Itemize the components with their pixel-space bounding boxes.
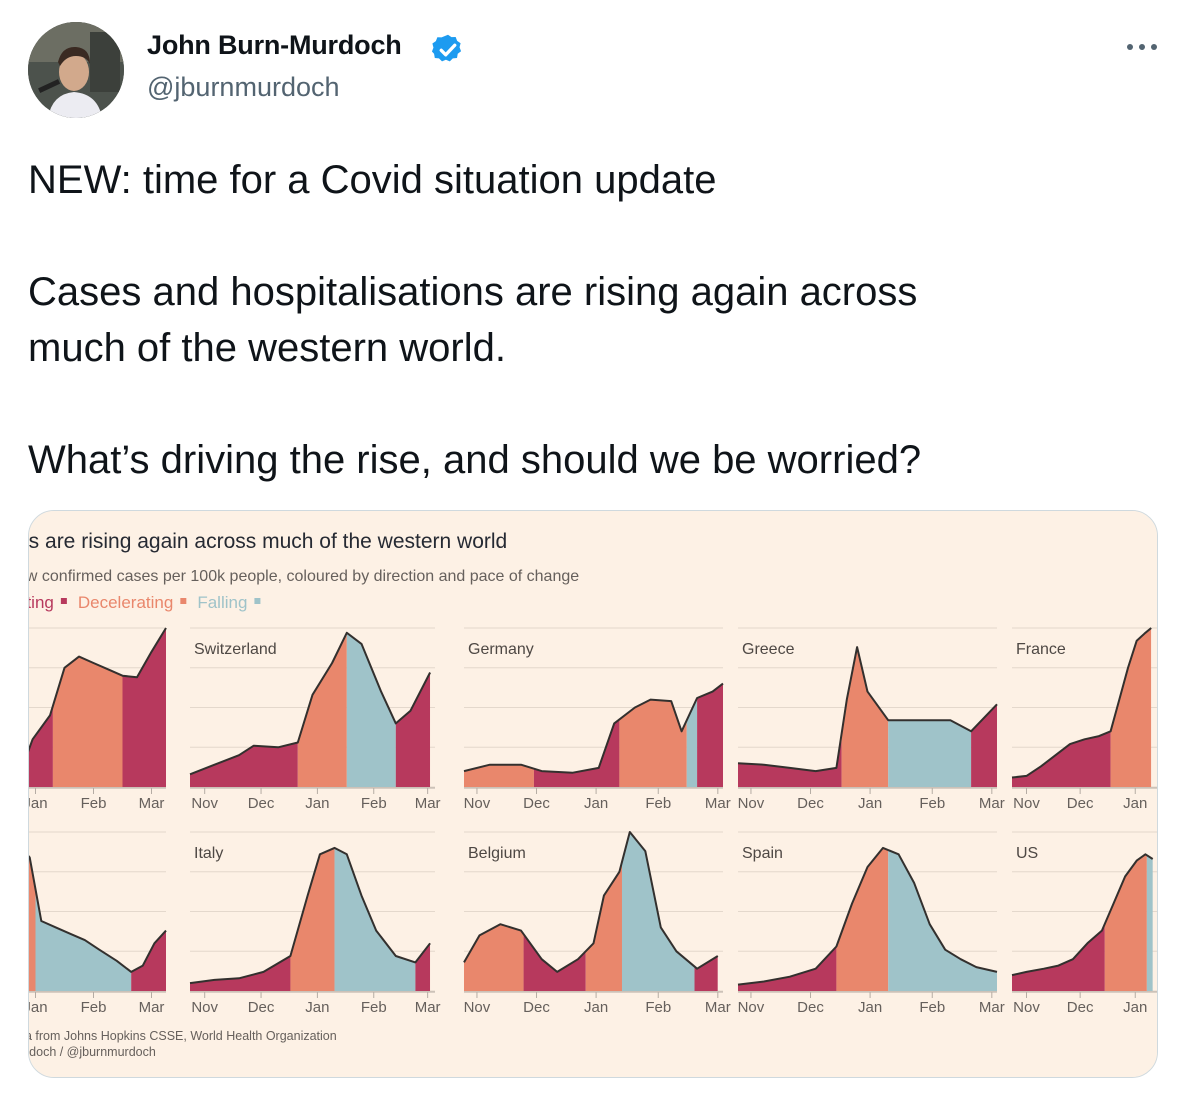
tick-label: Dec bbox=[523, 999, 550, 1016]
author-handle[interactable]: @jburnmurdoch bbox=[147, 72, 340, 102]
tick-label: Nov bbox=[464, 795, 491, 812]
panel-title: France bbox=[1016, 641, 1066, 658]
tick-label: Feb bbox=[361, 795, 387, 812]
tick-label: Jan bbox=[305, 999, 329, 1016]
tick-label: Nov bbox=[1013, 795, 1040, 812]
tick-label: Nov bbox=[738, 795, 765, 812]
panel-title: US bbox=[1016, 845, 1038, 862]
avatar[interactable] bbox=[28, 22, 124, 118]
tweet-text-line: What’s driving the rise, and should we b… bbox=[28, 438, 922, 482]
area-segment-falling bbox=[686, 683, 698, 787]
panel-title: Italy bbox=[194, 845, 223, 862]
series-line bbox=[1011, 627, 1152, 779]
tick-label: Feb bbox=[645, 999, 671, 1016]
tick-label: Mar bbox=[139, 795, 165, 812]
tick-label: Nov bbox=[738, 999, 765, 1016]
tick-label: Nov bbox=[191, 999, 218, 1016]
tick-label: Dec bbox=[1067, 795, 1094, 812]
panel-title: Belgium bbox=[468, 845, 526, 862]
tick-label: Jan bbox=[1123, 999, 1147, 1016]
legend-label-decelerating: Decelerating bbox=[78, 593, 173, 612]
tick-label: Mar bbox=[705, 999, 731, 1016]
tweet-text-line: NEW: time for a Covid situation update bbox=[28, 158, 717, 202]
tick-label: Dec bbox=[797, 795, 824, 812]
panel-title: Greece bbox=[742, 641, 795, 658]
series-line bbox=[29, 855, 167, 973]
more-options-icon[interactable] bbox=[1124, 36, 1160, 58]
tick-label: Jan bbox=[584, 999, 608, 1016]
tick-label: Jan bbox=[305, 795, 329, 812]
author-name[interactable]: John Burn-Murdoch bbox=[147, 30, 402, 60]
series-line bbox=[1011, 853, 1154, 977]
legend-swatch-falling bbox=[254, 598, 261, 604]
tick-label: Nov bbox=[464, 999, 491, 1016]
tick-label: Feb bbox=[81, 795, 107, 812]
tick-label: Dec bbox=[1067, 999, 1094, 1016]
legend-label-falling: Falling bbox=[197, 593, 247, 612]
panel-title: Switzerland bbox=[194, 641, 277, 658]
tick-label: Dec bbox=[523, 795, 550, 812]
tick-label: Jan bbox=[858, 999, 882, 1016]
tweet-text-line: much of the western world. bbox=[28, 326, 506, 370]
avatar-photo bbox=[28, 22, 124, 118]
tick-label: Mar bbox=[139, 999, 165, 1016]
chart-subtitle: ew confirmed cases per 100k people, colo… bbox=[29, 568, 579, 585]
tick-label: Jan bbox=[29, 795, 48, 812]
tick-label: Feb bbox=[81, 999, 107, 1016]
tick-label: Dec bbox=[248, 999, 275, 1016]
tick-label: Mar bbox=[415, 795, 441, 812]
small-multiples-chart: es are rising again across much of the w… bbox=[29, 511, 1157, 1077]
panel-title: Spain bbox=[742, 845, 783, 862]
area-segment-falling bbox=[1146, 854, 1153, 991]
source-text: a from Johns Hopkins CSSE, World Health … bbox=[29, 1029, 337, 1043]
series-line bbox=[189, 631, 431, 776]
legend-label-accelerating: ating bbox=[29, 593, 54, 612]
tick-label: Jan bbox=[858, 795, 882, 812]
series-line bbox=[29, 627, 167, 753]
series-line bbox=[463, 831, 719, 973]
tick-label: Mar bbox=[979, 795, 1005, 812]
tweet-image[interactable]: es are rising again across much of the w… bbox=[28, 510, 1158, 1078]
tick-label: Mar bbox=[705, 795, 731, 812]
tick-label: Nov bbox=[1013, 999, 1040, 1016]
tick-label: Jan bbox=[29, 999, 48, 1016]
tick-label: Mar bbox=[979, 999, 1005, 1016]
tick-label: Jan bbox=[584, 795, 608, 812]
verified-badge-icon bbox=[431, 34, 462, 62]
tick-label: Jan bbox=[1123, 795, 1147, 812]
tweet-text-line: Cases and hospitalisations are rising ag… bbox=[28, 270, 918, 314]
legend-swatch-accelerating bbox=[60, 598, 67, 604]
chart-title: es are rising again across much of the w… bbox=[29, 530, 507, 553]
tick-label: Dec bbox=[248, 795, 275, 812]
legend-swatch-decelerating bbox=[180, 598, 187, 604]
tick-label: Feb bbox=[919, 999, 945, 1016]
panel-title: Germany bbox=[468, 641, 534, 658]
series-line bbox=[463, 682, 724, 774]
area-segment-accelerating bbox=[697, 683, 723, 787]
tick-label: Feb bbox=[645, 795, 671, 812]
source-text: rdoch / @jburnmurdoch bbox=[29, 1045, 156, 1059]
tick-label: Nov bbox=[191, 795, 218, 812]
tick-label: Feb bbox=[919, 795, 945, 812]
series-line bbox=[737, 646, 998, 773]
tick-label: Mar bbox=[415, 999, 441, 1016]
series-line bbox=[737, 846, 998, 986]
tick-label: Dec bbox=[797, 999, 824, 1016]
tick-label: Feb bbox=[361, 999, 387, 1016]
series-line bbox=[189, 846, 431, 985]
area-segment-decelerating bbox=[29, 847, 36, 991]
